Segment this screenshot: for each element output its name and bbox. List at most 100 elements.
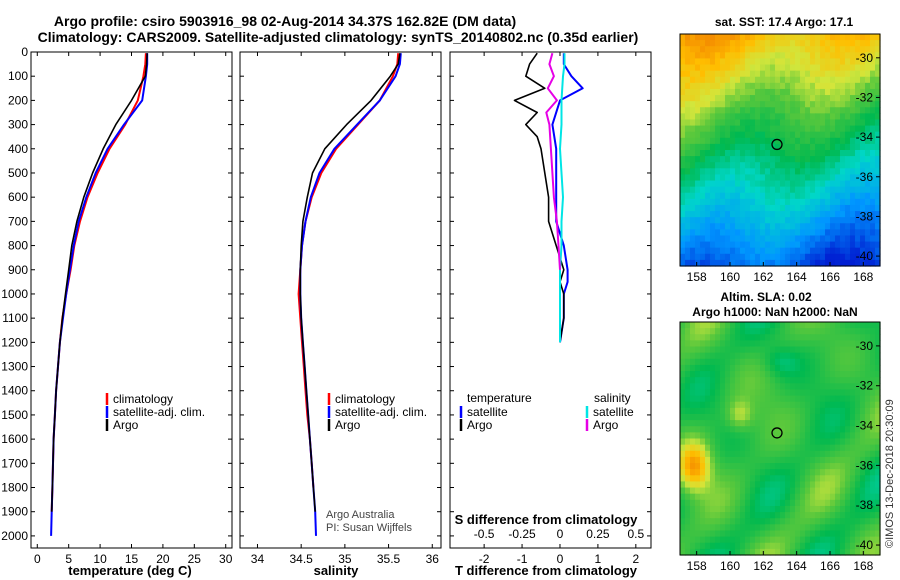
map-cell <box>845 481 851 489</box>
map-cell <box>795 174 801 182</box>
map-cell <box>765 444 771 452</box>
map-cell <box>810 198 816 206</box>
map-cell <box>705 241 711 249</box>
map-cell <box>860 505 866 513</box>
map-cell <box>825 156 831 163</box>
map-cell <box>805 180 811 188</box>
map-cell <box>715 204 721 212</box>
map-cell <box>715 211 721 218</box>
map-cell <box>770 542 776 550</box>
x-tick-label: 0 <box>557 552 564 566</box>
map-cell <box>770 371 776 378</box>
map-cell <box>815 259 821 267</box>
map-cell <box>850 463 856 470</box>
map-cell <box>850 174 856 182</box>
map-cell <box>875 241 881 249</box>
map-cell <box>730 162 736 169</box>
map-cell <box>835 518 841 525</box>
map-cell <box>730 229 736 237</box>
map-cell <box>690 168 696 176</box>
map-cell <box>800 229 806 237</box>
map-cell <box>825 407 831 415</box>
map-cell <box>825 52 831 60</box>
map-x-tick-label: 158 <box>687 270 707 284</box>
map-cell <box>710 101 716 108</box>
map-cell <box>745 162 751 169</box>
map-cell <box>830 40 836 47</box>
map-cell <box>825 420 831 427</box>
map-cell <box>870 70 876 78</box>
map-cell <box>680 186 686 194</box>
map-cell <box>735 76 741 84</box>
map-cell <box>855 413 861 421</box>
map-cell <box>805 174 811 182</box>
map-cell <box>740 137 746 145</box>
map-cell <box>805 259 811 267</box>
map-cell <box>830 156 836 163</box>
map-cell <box>775 389 781 397</box>
map-cell <box>700 186 706 194</box>
map-cell <box>875 450 881 458</box>
map-cell <box>770 125 776 133</box>
map-cell <box>855 383 861 391</box>
map-cell <box>865 346 871 354</box>
map-cell <box>835 358 841 366</box>
map-cell <box>720 247 726 255</box>
y-tick-label: 200 <box>8 93 28 107</box>
map-cell <box>725 76 731 84</box>
map-cell <box>830 456 836 464</box>
map-cell <box>865 469 871 476</box>
map-cell <box>760 217 766 224</box>
map-cell <box>875 518 881 525</box>
map-cell <box>795 241 801 249</box>
map-cell <box>715 76 721 84</box>
map-cell <box>745 192 751 200</box>
map-cell <box>815 76 821 84</box>
map-cell <box>730 475 736 483</box>
map-cell <box>810 340 816 348</box>
map-cell <box>840 259 846 267</box>
map-cell <box>720 70 726 78</box>
map-cell <box>865 180 871 188</box>
map-cell <box>715 125 721 133</box>
map-cell <box>745 334 751 341</box>
map-cell <box>750 530 756 538</box>
map-cell <box>790 217 796 224</box>
map-cell <box>680 346 686 354</box>
map-cell <box>835 322 841 329</box>
map-cell <box>700 438 706 446</box>
map-cell <box>860 107 866 114</box>
map-cell <box>845 180 851 188</box>
map-cell <box>685 358 691 366</box>
map-cell <box>740 524 746 532</box>
map-cell <box>840 548 846 556</box>
map-cell <box>860 340 866 348</box>
map-cell <box>730 328 736 335</box>
map-cell <box>755 377 761 384</box>
map-cell <box>875 198 881 206</box>
map-cell <box>705 524 711 532</box>
map-cell <box>725 131 731 139</box>
map-cell <box>685 463 691 470</box>
map-cell <box>725 487 731 495</box>
map-cell <box>695 64 701 72</box>
map-cell <box>865 150 871 157</box>
map-cell <box>685 34 691 41</box>
map-cell <box>840 407 846 415</box>
map-cell <box>795 542 801 550</box>
map-cell <box>865 548 871 556</box>
map-cell <box>710 46 716 53</box>
map-cell <box>800 101 806 108</box>
y-tick-label: 1800 <box>1 481 28 495</box>
map-cell <box>680 322 686 329</box>
map-cell <box>850 143 856 151</box>
map-cell <box>705 229 711 237</box>
map-cell <box>835 536 841 544</box>
map-cell <box>825 432 831 440</box>
map-cell <box>705 364 711 372</box>
map-cell <box>680 463 686 470</box>
map-cell <box>780 401 786 409</box>
map-cell <box>745 524 751 532</box>
map-cell <box>745 137 751 145</box>
map-cell <box>715 82 721 90</box>
